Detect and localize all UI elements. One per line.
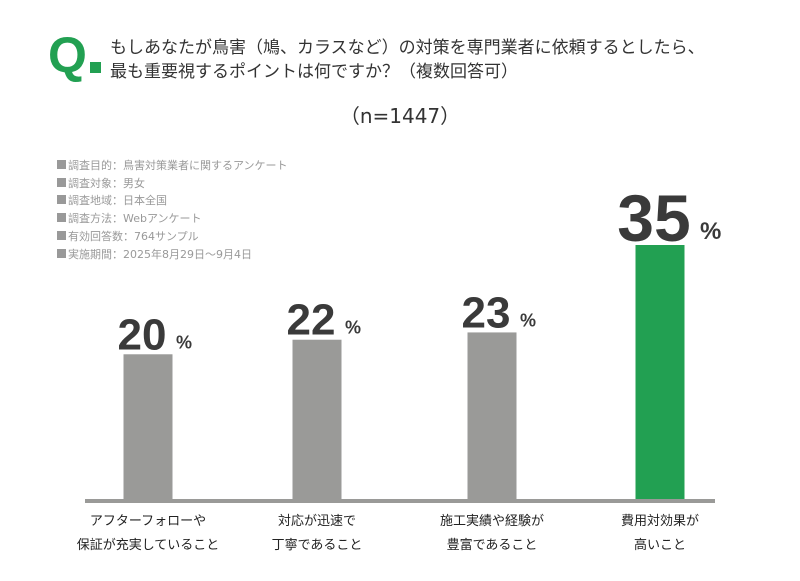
note: 調査方法：Webアンケート bbox=[57, 210, 288, 228]
sample-size: （n=1447） bbox=[339, 104, 461, 128]
unit-label: % bbox=[520, 310, 536, 330]
note: 実施期間：2025年8月29日〜9月4日 bbox=[57, 246, 288, 264]
value-label: 23 bbox=[462, 288, 511, 337]
category-label: アフターフォローや 保証が充実していること bbox=[58, 510, 238, 558]
category-label-line: 高いこと bbox=[633, 538, 686, 553]
category-label: 費用対効果が 高いこと bbox=[570, 510, 750, 558]
note: 調査対象：男女 bbox=[57, 175, 288, 193]
category-label: 対応が迅速で 丁寧であること bbox=[227, 510, 407, 558]
category-label-line: アフターフォローや bbox=[89, 514, 207, 529]
x-axis bbox=[85, 499, 715, 503]
unit-label: % bbox=[700, 218, 721, 245]
note: 調査地域：日本全国 bbox=[57, 192, 288, 210]
category-label: 施工実績や経験が 豊富であること bbox=[402, 510, 582, 558]
question-line-2: 最も重要視するポイントは何ですか？（複数回答可） bbox=[110, 62, 518, 82]
unit-label: % bbox=[176, 332, 192, 352]
value-label: 20 bbox=[118, 310, 167, 359]
category-label-line: 豊富であること bbox=[446, 538, 538, 553]
bar bbox=[635, 245, 685, 502]
bar bbox=[292, 339, 342, 502]
bar bbox=[123, 354, 173, 502]
category-label-line: 費用対効果が bbox=[620, 514, 699, 529]
unit-label: % bbox=[345, 318, 361, 338]
note: 有効回答数：764サンプル bbox=[57, 228, 288, 246]
category-label-line: 保証が充実していること bbox=[76, 538, 220, 553]
bar bbox=[467, 332, 517, 502]
category-label-line: 施工実績や経験が bbox=[439, 514, 544, 529]
question-mark: Q bbox=[48, 27, 87, 83]
question-text: もしあなたが鳥害（鳩、カラスなど）の対策を専門業者に依頼するとしたら、 最も重要… bbox=[110, 36, 705, 84]
survey-notes: 調査目的：鳥害対策業者に関するアンケート 調査対象：男女 調査地域：日本全国 調… bbox=[57, 157, 288, 263]
note: 調査目的：鳥害対策業者に関するアンケート bbox=[57, 157, 288, 175]
category-label-line: 対応が迅速で bbox=[277, 514, 356, 529]
question-line-1: もしあなたが鳥害（鳩、カラスなど）の対策を専門業者に依頼するとしたら、 bbox=[110, 38, 705, 58]
question-dot bbox=[90, 62, 101, 73]
value-label: 22 bbox=[287, 296, 336, 345]
value-label: 35 bbox=[617, 181, 690, 255]
category-label-line: 丁寧であること bbox=[271, 538, 363, 553]
